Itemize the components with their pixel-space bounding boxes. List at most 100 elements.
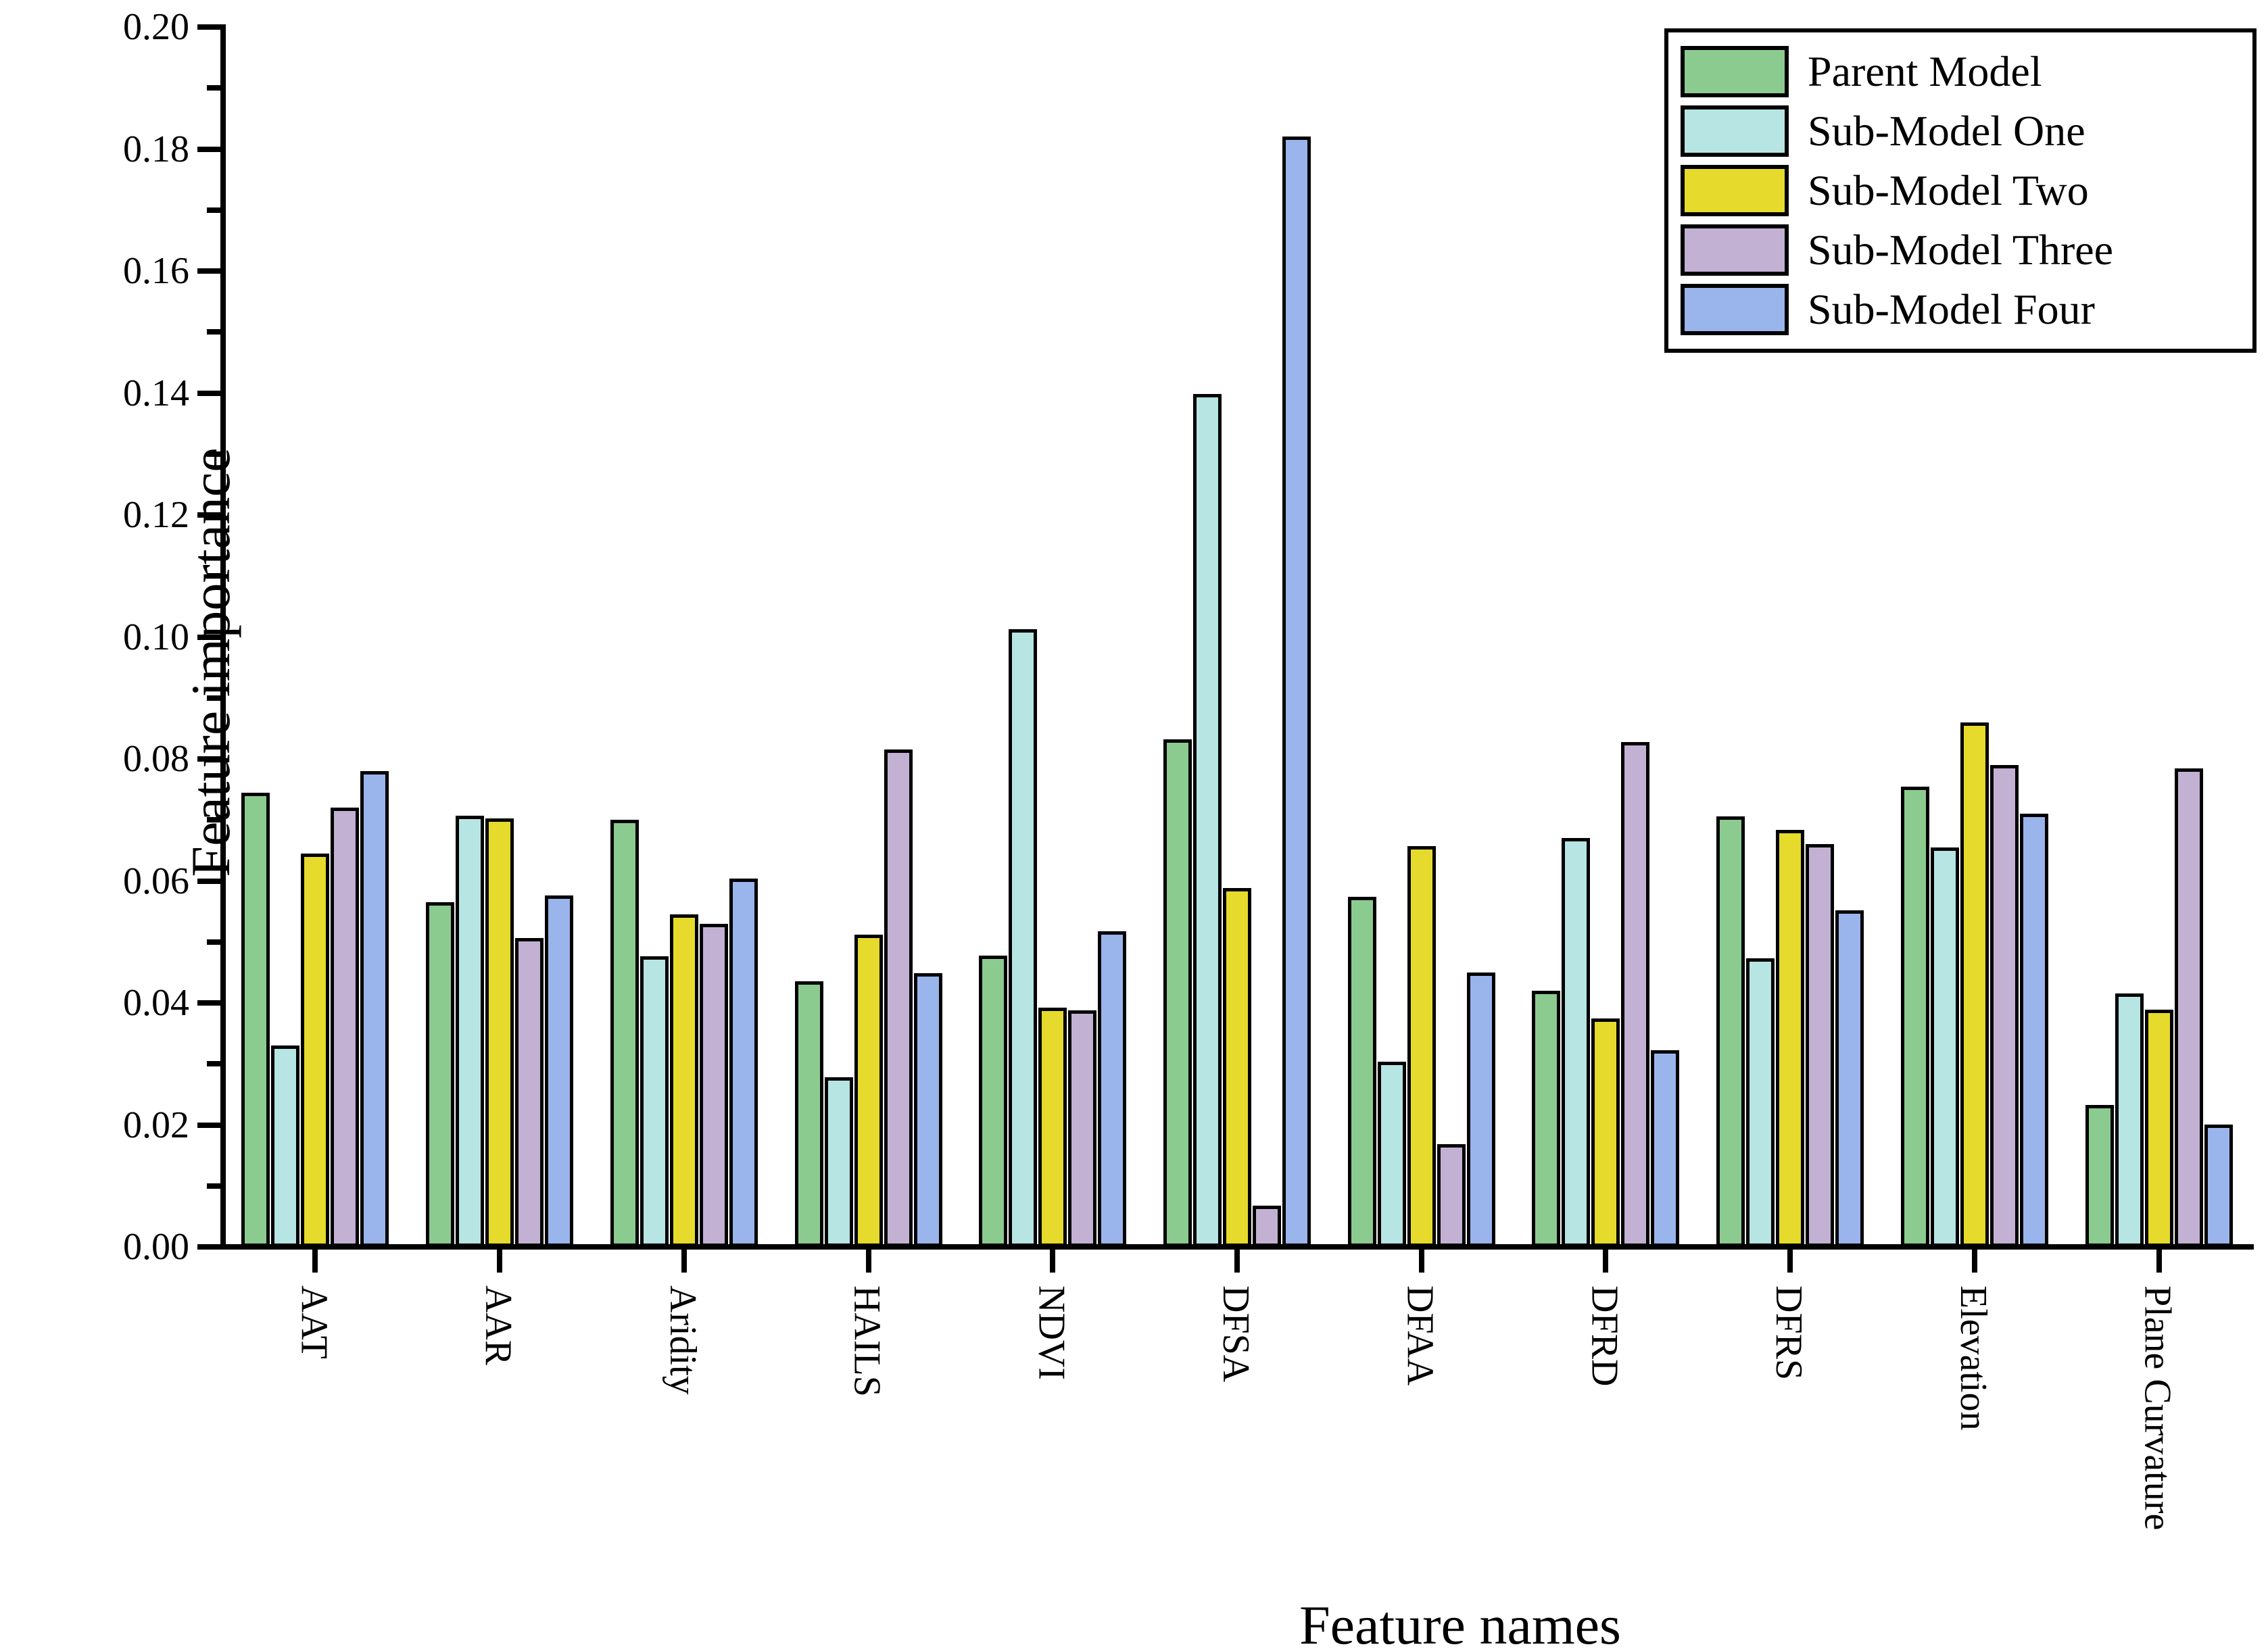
bar-sub-model-one-aridity <box>640 956 669 1247</box>
legend: Parent Model Sub-Model One Sub-Model Two Su… <box>1664 28 2257 353</box>
x-axis-title: Feature names <box>1299 1594 1621 1649</box>
legend-label-sub-model-three: Sub-Model Three <box>1808 226 2114 274</box>
bar-sub-model-two-aridity <box>669 914 698 1247</box>
bar-sub-model-two-aar <box>485 818 514 1247</box>
x-category-label-ndvi: NDVI <box>1030 1285 1073 1380</box>
y-minor-tick <box>207 1061 220 1067</box>
bar-sub-model-four-ndvi <box>1098 931 1127 1247</box>
x-tick-AAR <box>497 1250 503 1273</box>
bar-sub-model-two-dfrd <box>1591 1018 1620 1247</box>
bar-sub-model-four-hails <box>913 973 942 1247</box>
legend-label-parent-model: Parent Model <box>1808 47 2042 95</box>
bar-sub-model-one-dfsa <box>1193 394 1222 1247</box>
y-minor-tick <box>207 451 220 457</box>
bar-sub-model-three-hails <box>884 749 913 1247</box>
x-category-label-aat: AAT <box>293 1285 335 1359</box>
bar-sub-model-three-aridity <box>699 923 728 1247</box>
bar-sub-model-two-aat <box>301 853 330 1247</box>
x-category-label-aar: AAR <box>477 1285 520 1366</box>
bar-parent-model-dfsa <box>1163 739 1192 1247</box>
y-tick-label-0.02: 0.02 <box>123 1104 189 1146</box>
y-minor-tick <box>207 207 220 213</box>
y-tick-0.20 <box>197 24 220 30</box>
y-tick-label-0.04: 0.04 <box>123 982 189 1024</box>
bar-parent-model-ndvi <box>979 955 1008 1247</box>
y-tick-label-0.14: 0.14 <box>123 372 189 414</box>
bar-sub-model-one-plane-curvature <box>2115 993 2144 1247</box>
bar-sub-model-three-ndvi <box>1068 1010 1097 1247</box>
x-tick-DFAA <box>1418 1250 1424 1273</box>
legend-swatch-sub-model-four <box>1681 284 1789 335</box>
bar-sub-model-one-elevation <box>1930 847 1959 1247</box>
x-tick-DFRS <box>1787 1250 1793 1273</box>
bar-sub-model-four-dfsa <box>1282 137 1311 1247</box>
bar-sub-model-four-elevation <box>2019 814 2048 1247</box>
y-tick-label-0.10: 0.10 <box>123 616 189 658</box>
legend-label-sub-model-four: Sub-Model Four <box>1808 285 2095 333</box>
x-category-label-dfrs: DFRS <box>1768 1285 1810 1381</box>
legend-item-sub-model-two: Sub-Model Two <box>1681 161 2240 220</box>
bar-sub-model-one-dfrs <box>1746 958 1775 1247</box>
bar-sub-model-one-hails <box>824 1077 853 1247</box>
y-tick-label-0.20: 0.20 <box>123 6 189 48</box>
bar-sub-model-one-dfaa <box>1377 1061 1406 1247</box>
bar-sub-model-three-dfsa <box>1253 1205 1281 1247</box>
y-minor-tick <box>207 85 220 91</box>
bar-sub-model-four-aar <box>545 895 574 1247</box>
y-tick-label-0.12: 0.12 <box>123 494 189 536</box>
x-tick-HAILS <box>865 1250 871 1273</box>
x-tick-Elevation <box>1971 1250 1977 1273</box>
x-axis-spine <box>220 1244 2254 1250</box>
bar-sub-model-two-dfsa <box>1223 888 1251 1247</box>
bar-sub-model-four-dfaa <box>1466 972 1495 1247</box>
bar-parent-model-elevation <box>1900 786 1929 1247</box>
bar-parent-model-aar <box>426 902 455 1247</box>
bar-sub-model-two-dfaa <box>1407 846 1436 1247</box>
bar-sub-model-four-dfrs <box>1835 910 1864 1247</box>
bar-parent-model-aridity <box>610 820 639 1247</box>
bar-sub-model-two-elevation <box>1960 722 1989 1247</box>
bar-sub-model-three-elevation <box>1989 765 2019 1247</box>
bar-parent-model-dfrd <box>1532 990 1561 1247</box>
bar-sub-model-three-plane-curvature <box>2174 768 2203 1247</box>
bar-sub-model-four-plane-curvature <box>2204 1124 2233 1247</box>
y-tick-label-0.06: 0.06 <box>123 860 189 902</box>
legend-item-sub-model-four: Sub-Model Four <box>1681 280 2240 339</box>
bar-sub-model-three-aat <box>331 808 360 1247</box>
legend-label-sub-model-two: Sub-Model Two <box>1808 166 2089 214</box>
bar-sub-model-three-aar <box>515 938 544 1247</box>
y-tick-0.18 <box>197 146 220 152</box>
y-minor-tick <box>207 573 220 579</box>
bar-sub-model-two-plane-curvature <box>2144 1009 2173 1247</box>
legend-swatch-sub-model-two <box>1681 165 1789 216</box>
x-category-label-dfsa: DFSA <box>1215 1285 1257 1383</box>
y-tick-0.06 <box>197 878 220 884</box>
bar-sub-model-one-dfrd <box>1562 838 1591 1247</box>
bar-sub-model-one-ndvi <box>1009 629 1038 1247</box>
y-minor-tick <box>207 817 220 823</box>
x-category-label-elevation: Elevation <box>1952 1285 1994 1431</box>
y-tick-0.04 <box>197 1000 220 1006</box>
legend-item-sub-model-three: Sub-Model Three <box>1681 220 2240 280</box>
bar-sub-model-two-ndvi <box>1038 1008 1067 1247</box>
bar-parent-model-dfaa <box>1347 896 1376 1247</box>
bar-sub-model-two-dfrs <box>1776 829 1805 1247</box>
y-minor-tick <box>207 1183 220 1189</box>
legend-item-parent-model: Parent Model <box>1681 42 2240 101</box>
legend-swatch-parent-model <box>1681 46 1789 97</box>
y-minor-tick <box>207 939 220 945</box>
x-tick-AAT <box>312 1250 318 1273</box>
bar-sub-model-one-aar <box>456 815 485 1247</box>
legend-swatch-sub-model-three <box>1681 224 1789 276</box>
y-tick-label-0.08: 0.08 <box>123 738 189 780</box>
y-tick-0.08 <box>197 756 220 762</box>
y-tick-0.16 <box>197 268 220 274</box>
y-tick-0.00 <box>197 1244 220 1250</box>
bar-parent-model-aat <box>241 792 270 1247</box>
y-tick-0.02 <box>197 1122 220 1128</box>
x-tick-NDVI <box>1050 1250 1056 1273</box>
x-category-label-aridity: Aridity <box>661 1285 704 1395</box>
bar-parent-model-plane-curvature <box>2085 1104 2114 1247</box>
y-tick-label-0.00: 0.00 <box>123 1226 189 1268</box>
